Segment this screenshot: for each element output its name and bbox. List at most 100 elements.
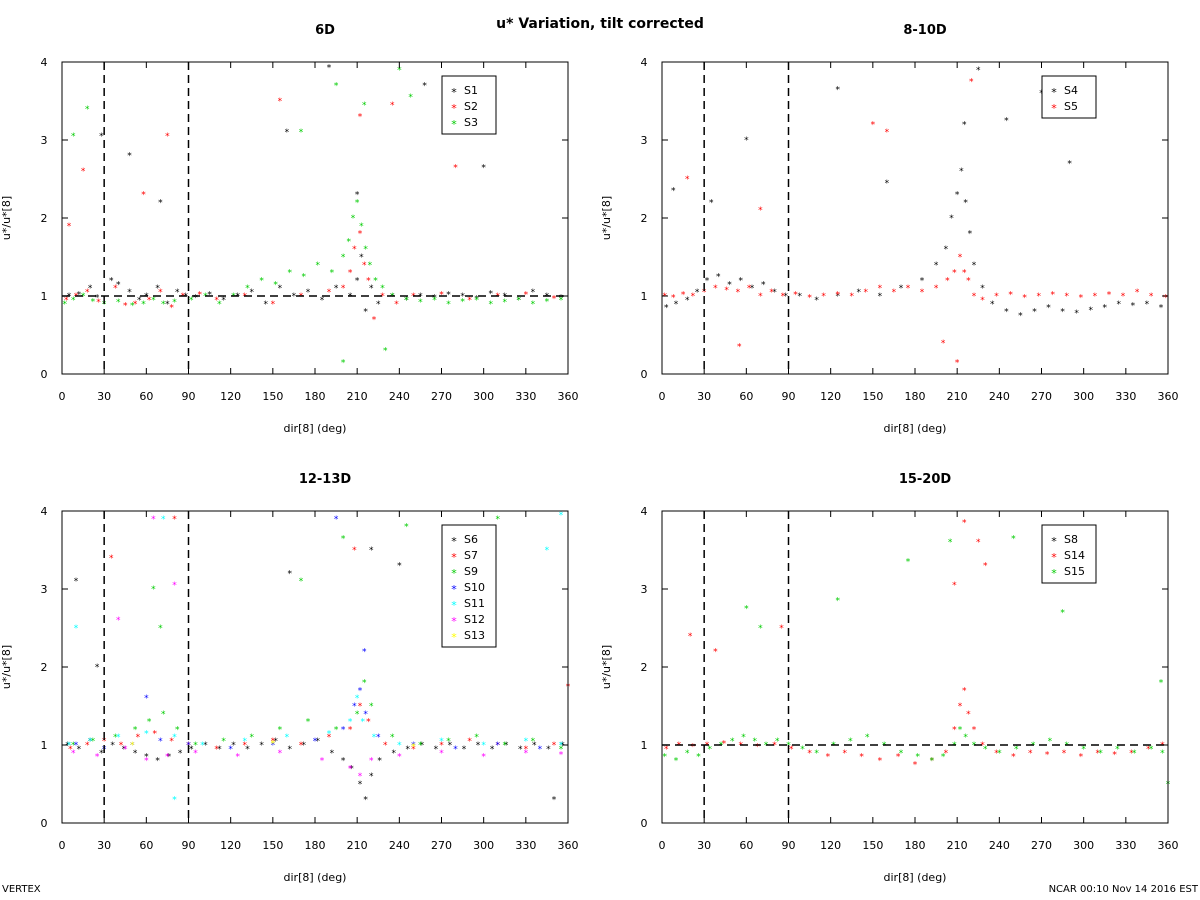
data-point: * (952, 741, 957, 751)
data-point: * (411, 743, 416, 753)
legend-label: S8 (1064, 533, 1078, 546)
data-point: * (503, 292, 508, 302)
data-point: * (807, 294, 812, 304)
data-point: * (503, 741, 508, 751)
data-point: * (1032, 308, 1037, 318)
data-point: * (320, 296, 325, 306)
data-point: * (976, 66, 981, 76)
data-point: * (358, 686, 363, 696)
data-point: * (518, 745, 523, 755)
data-point: * (560, 741, 565, 751)
data-point: * (531, 288, 536, 298)
data-point: * (144, 729, 149, 739)
data-point: * (949, 214, 954, 224)
data-point: * (948, 538, 953, 548)
data-point: * (1065, 741, 1070, 751)
data-point: * (88, 284, 93, 294)
data-point: * (127, 288, 132, 298)
data-point: * (1011, 753, 1016, 763)
data-point: * (758, 624, 763, 634)
x-tick-label: 60 (139, 390, 153, 403)
data-point: * (242, 737, 247, 747)
data-point: * (81, 292, 86, 302)
x-tick-label: 120 (820, 390, 841, 403)
data-point: * (358, 780, 363, 790)
data-point: * (1046, 304, 1051, 314)
legend-marker: * (451, 86, 457, 99)
data-point: * (341, 757, 346, 767)
data-point: * (383, 741, 388, 751)
data-point: * (930, 757, 935, 767)
data-point: * (341, 725, 346, 735)
data-point: * (189, 745, 194, 755)
data-point: * (358, 230, 363, 240)
data-point: * (952, 725, 957, 735)
data-point: * (346, 237, 351, 247)
data-point: * (772, 741, 777, 751)
data-point: * (772, 288, 777, 298)
legend-marker: * (1051, 551, 1057, 564)
data-point: * (133, 749, 138, 759)
data-point: * (814, 749, 819, 759)
data-point: * (453, 745, 458, 755)
data-point: * (161, 710, 166, 720)
y-tick-label: 0 (641, 817, 648, 830)
data-point: * (242, 292, 247, 302)
data-point: * (538, 745, 543, 755)
data-point: * (944, 245, 949, 255)
data-point: * (359, 222, 364, 232)
data-point: * (476, 741, 481, 751)
data-point: * (144, 753, 149, 763)
data-point: * (363, 796, 368, 806)
data-point: * (348, 764, 353, 774)
data-point: * (169, 737, 174, 747)
data-point: * (958, 253, 963, 263)
data-point: * (358, 702, 363, 712)
data-point: * (175, 288, 180, 298)
data-point: * (738, 276, 743, 286)
data-point: * (781, 292, 786, 302)
data-point: * (390, 733, 395, 743)
legend-label: S14 (1064, 549, 1085, 562)
x-axis-label: dir[8] (deg) (284, 871, 347, 884)
data-point: * (292, 292, 297, 302)
data-point: * (95, 294, 100, 304)
x-tick-label: 210 (947, 839, 968, 852)
data-point: * (151, 296, 156, 306)
data-point: * (74, 624, 79, 634)
data-point: * (167, 753, 172, 763)
data-point: * (193, 294, 198, 304)
data-point: * (355, 191, 360, 201)
data-point: * (155, 757, 160, 767)
data-point: * (432, 296, 437, 306)
data-point: * (349, 764, 354, 774)
data-point: * (531, 300, 536, 310)
data-point: * (671, 294, 676, 304)
data-point: * (376, 300, 381, 310)
data-point: * (972, 261, 977, 271)
data-point: * (172, 733, 177, 743)
data-point: * (1095, 749, 1100, 759)
data-point: * (800, 745, 805, 755)
data-point: * (373, 276, 378, 286)
data-point: * (524, 290, 529, 300)
data-point: * (674, 300, 679, 310)
data-point: * (1079, 753, 1084, 763)
data-point: * (355, 198, 360, 208)
data-point: * (271, 300, 276, 310)
x-tick-label: 120 (220, 390, 241, 403)
data-point: * (341, 253, 346, 263)
data-point: * (299, 577, 304, 587)
data-point: * (183, 292, 188, 302)
data-point: * (161, 300, 166, 310)
data-point: * (306, 718, 311, 728)
data-point: * (278, 284, 283, 294)
series-S2: **************************************** (64, 97, 557, 325)
data-point: * (724, 286, 729, 296)
data-point: * (983, 745, 988, 755)
series-S9: * * ****** * ********* * ** ******** (71, 515, 564, 755)
x-tick-label: 180 (305, 390, 326, 403)
x-tick-label: 240 (989, 839, 1010, 852)
x-tick-label: 210 (347, 839, 368, 852)
data-point: * (404, 523, 409, 533)
